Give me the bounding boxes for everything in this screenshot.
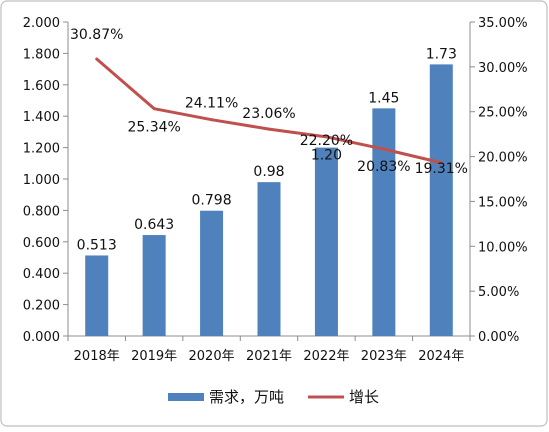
y-left-tick-label: 1.000 xyxy=(23,173,60,188)
y-left-tick-label: 0.600 xyxy=(23,236,60,251)
y-right-tick-label: 20.00% xyxy=(478,151,528,166)
x-tick-label: 2021年 xyxy=(246,349,292,364)
x-tick-label: 2022年 xyxy=(303,349,349,364)
y-right-tick-label: 25.00% xyxy=(478,106,528,121)
bar xyxy=(200,210,224,336)
line-value-label: 23.06% xyxy=(242,106,295,122)
y-left-tick-label: 1.200 xyxy=(23,142,60,157)
bar-value-label: 0.798 xyxy=(192,193,232,209)
legend-label-growth: 增长 xyxy=(349,388,379,406)
growth-point xyxy=(324,135,328,139)
y-right-tick-label: 30.00% xyxy=(478,61,528,76)
bar xyxy=(372,108,396,336)
x-tick-label: 2019年 xyxy=(131,349,177,364)
x-tick-label: 2024年 xyxy=(418,349,464,364)
x-tick-label: 2018年 xyxy=(74,349,120,364)
x-tick-label: 2020年 xyxy=(189,349,235,364)
line-value-label: 19.31% xyxy=(415,161,468,177)
data-labels-group: 0.513 0.643 0.798 0.98 1.20 1.45 1.73 30.87% 25.… xyxy=(70,27,468,253)
y-right-tick-label: 35.00% xyxy=(478,16,528,31)
bar-value-label: 1.73 xyxy=(426,46,457,62)
bar-value-label: 0.98 xyxy=(253,164,284,180)
bar xyxy=(314,147,338,336)
growth-point xyxy=(95,57,99,61)
growth-point xyxy=(439,161,443,165)
line-value-label: 20.83% xyxy=(357,159,410,175)
y-right-tick-label: 15.00% xyxy=(478,195,528,210)
legend-label-demand: 需求，万吨 xyxy=(209,388,284,406)
legend-swatch-demand xyxy=(168,393,204,401)
bar-value-label: 1.45 xyxy=(368,90,399,106)
line-group xyxy=(95,57,443,165)
growth-point xyxy=(210,118,214,122)
growth-point xyxy=(382,147,386,151)
bars-group xyxy=(85,64,453,336)
x-tick-label: 2023年 xyxy=(361,349,407,364)
y-left-tick-label: 0.800 xyxy=(23,204,60,219)
y-left-tick-label: 1.400 xyxy=(23,110,60,125)
bar xyxy=(142,235,166,336)
growth-point xyxy=(267,127,271,131)
bar xyxy=(85,255,109,336)
bar-value-label: 0.643 xyxy=(134,217,174,233)
y-right-tick-label: 10.00% xyxy=(478,240,528,255)
bar-value-label: 0.513 xyxy=(77,237,117,253)
y-left-tick-label: 0.000 xyxy=(23,330,60,345)
y-right-tick-label: 0.00% xyxy=(478,330,519,345)
bar-value-label: 1.20 xyxy=(311,148,342,164)
bar xyxy=(429,64,453,336)
line-value-label: 24.11% xyxy=(185,96,238,112)
line-value-label: 25.34% xyxy=(127,120,180,136)
y-left-tick-label: 0.200 xyxy=(23,299,60,314)
y-left-tick-label: 1.600 xyxy=(23,79,60,94)
line-value-label: 22.20% xyxy=(300,133,353,149)
bar xyxy=(257,182,281,336)
line-value-label: 30.87% xyxy=(70,27,123,43)
y-left-tick-label: 2.000 xyxy=(23,16,60,31)
y-right-tick-label: 5.00% xyxy=(478,285,519,300)
growth-point xyxy=(152,107,156,111)
legend: 需求，万吨 增长 xyxy=(168,388,379,406)
y-left-tick-label: 1.800 xyxy=(23,47,60,62)
y-left-tick-label: 0.400 xyxy=(23,267,60,282)
axes-group: 0.000 0.200 0.400 0.600 0.800 1.000 1.200 1.400… xyxy=(23,16,528,364)
